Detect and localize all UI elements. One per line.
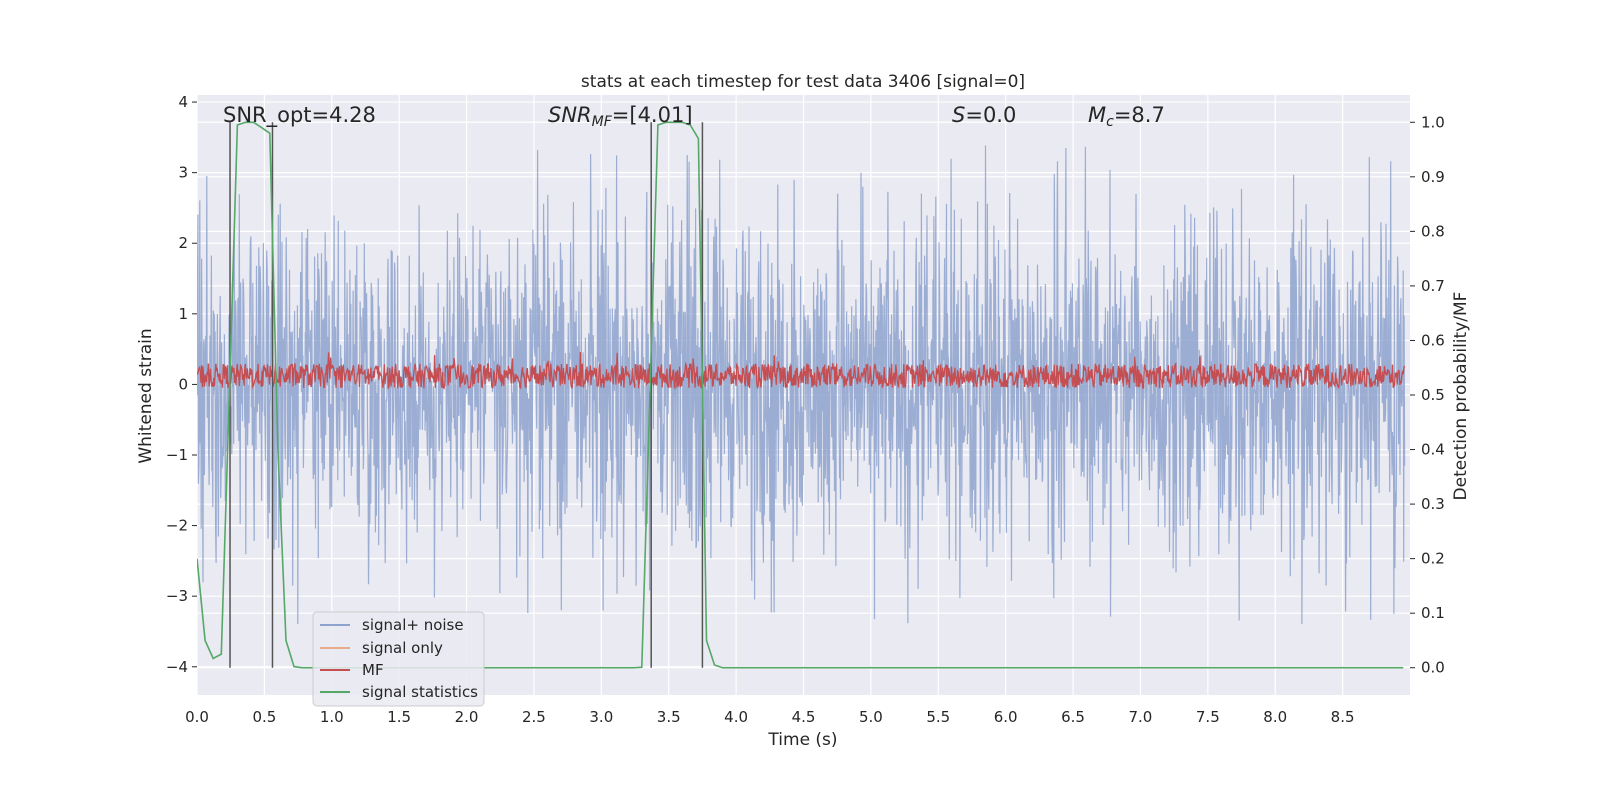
chart-title: stats at each timestep for test data 340… bbox=[581, 72, 1025, 92]
y-right-tick-label-6: 0.6 bbox=[1421, 331, 1445, 349]
x-tick-label-11: 5.5 bbox=[926, 708, 950, 726]
series-mf-line bbox=[197, 351, 1406, 390]
y-tick-label-2: −2 bbox=[166, 517, 188, 535]
annotation-mc: Mc=8.7 bbox=[1088, 103, 1165, 130]
series-signal-noise-line bbox=[197, 145, 1406, 625]
annotation-mc-value: =8.7 bbox=[1114, 103, 1165, 127]
x-tick-label-14: 7.0 bbox=[1129, 708, 1153, 726]
legend-label-signal-only: signal only bbox=[362, 639, 443, 657]
x-tick-label-15: 7.5 bbox=[1196, 708, 1220, 726]
x-tick-label-1: 0.5 bbox=[252, 708, 276, 726]
y-tick-label-1: −3 bbox=[166, 587, 188, 605]
x-tick-label-12: 6.0 bbox=[994, 708, 1018, 726]
annotation-snr-mf: SNRMF=[4.01] bbox=[548, 103, 693, 130]
annotation-snr-mf-value: =[4.01] bbox=[612, 103, 693, 127]
x-tick-label-6: 3.0 bbox=[589, 708, 613, 726]
x-tick-label-7: 3.5 bbox=[657, 708, 681, 726]
x-tick-label-3: 1.5 bbox=[387, 708, 411, 726]
x-tick-label-9: 4.5 bbox=[792, 708, 816, 726]
x-tick-label-16: 8.0 bbox=[1263, 708, 1287, 726]
y-tick-label-4: 0 bbox=[178, 375, 188, 393]
x-tick-label-0: 0.0 bbox=[185, 708, 209, 726]
y-right-tick-label-7: 0.7 bbox=[1421, 277, 1445, 295]
series-signal-statistics-line bbox=[197, 121, 1404, 669]
x-tick-label-5: 2.5 bbox=[522, 708, 546, 726]
y-axis-label: Whitened strain bbox=[136, 328, 156, 463]
annotation-mc-sub: c bbox=[1106, 114, 1114, 130]
annotation-snr-mf-sub: MF bbox=[592, 114, 613, 130]
y-right-tick-label-10: 1.0 bbox=[1421, 113, 1445, 131]
y-right-tick-label-3: 0.3 bbox=[1421, 495, 1445, 513]
x-tick-labels: 0.0 0.5 1.0 1.5 2.0 2.5 3.0 3.5 4.0 4.5 5.0 5.5 6.0 6… bbox=[185, 708, 1354, 726]
y-tick-label-8: 4 bbox=[178, 93, 188, 111]
y-right-tick-label-4: 0.4 bbox=[1421, 441, 1445, 459]
x-tick-label-4: 2.0 bbox=[455, 708, 479, 726]
annotation-s: S=0.0 bbox=[952, 103, 1016, 127]
y-right-tick-label-9: 0.9 bbox=[1421, 168, 1445, 186]
y-right-tick-label-5: 0.5 bbox=[1421, 386, 1445, 404]
y-right-tick-label-1: 0.1 bbox=[1421, 604, 1445, 622]
y-tick-labels: −4 −3 −2 −1 0 1 2 3 4 bbox=[166, 93, 197, 676]
y-right-tick-label-2: 0.2 bbox=[1421, 550, 1445, 568]
y-right-axis-label: Detection probability/MF bbox=[1451, 292, 1471, 501]
annotation-snr-opt: SNR_opt=4.28 bbox=[223, 103, 376, 128]
legend-label-signal-noise: signal+ noise bbox=[362, 616, 464, 634]
y-tick-label-6: 2 bbox=[178, 234, 188, 252]
x-tick-label-13: 6.5 bbox=[1061, 708, 1085, 726]
legend: signal+ noise signal only MF signal stat… bbox=[312, 611, 485, 707]
y-tick-label-3: −1 bbox=[166, 446, 188, 464]
x-tick-label-17: 8.5 bbox=[1331, 708, 1355, 726]
annotation-mc-label: M bbox=[1088, 103, 1106, 127]
x-tick-label-2: 1.0 bbox=[320, 708, 344, 726]
annotation-s-value: =0.0 bbox=[965, 103, 1016, 127]
annotation-snr-mf-label: SNR bbox=[548, 103, 592, 127]
y-right-tick-label-8: 0.8 bbox=[1421, 222, 1445, 240]
legend-box bbox=[312, 611, 485, 707]
annotation-s-label: S bbox=[952, 103, 965, 127]
x-axis-label: Time (s) bbox=[767, 730, 837, 750]
y-tick-label-5: 1 bbox=[178, 305, 188, 323]
x-tick-label-8: 4.0 bbox=[724, 708, 748, 726]
legend-label-signal-statistics: signal statistics bbox=[362, 683, 478, 701]
y-right-tick-labels: 0.0 0.1 0.2 0.3 0.4 0.5 0.6 0.7 0.8 0.9 1.0 bbox=[1410, 113, 1445, 677]
y-tick-label-0: −4 bbox=[166, 658, 188, 676]
legend-label-mf: MF bbox=[362, 661, 384, 679]
x-tick-label-10: 5.0 bbox=[859, 708, 883, 726]
y-right-tick-label-0: 0.0 bbox=[1421, 659, 1445, 677]
y-tick-label-7: 3 bbox=[178, 164, 188, 182]
